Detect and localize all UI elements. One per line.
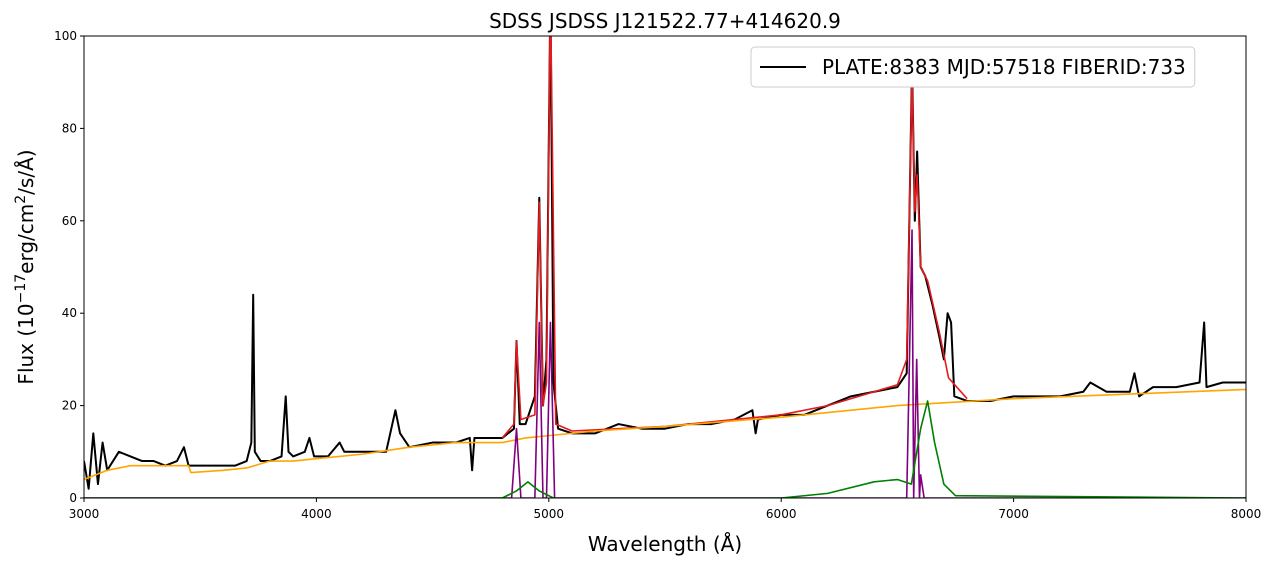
plot-area [84,36,1246,498]
legend: PLATE:8383 MJD:57518 FIBERID:733 [750,46,1196,88]
y-tick-label: 60 [62,214,77,228]
superscript: 2 [13,195,29,204]
series-line [84,229,1246,498]
series-line [84,388,1246,481]
series-line [501,36,968,439]
x-tick-label: 5000 [534,507,565,521]
legend-box [750,46,1196,88]
y-tick-label: 0 [69,491,77,505]
legend-label: PLATE:8383 MJD:57518 FIBERID:733 [822,55,1186,79]
series-line [84,400,1246,498]
y-tick-label: 40 [62,306,77,320]
y-tick-label: 20 [62,399,77,413]
y-tick-label: 100 [54,29,77,43]
y-tick-label: 80 [62,121,77,135]
x-axis-label: Wavelength (Å) [588,532,742,556]
label-part: Flux (10 [14,303,38,384]
axes-frame [83,35,1247,499]
x-tick-label: 8000 [1231,507,1262,521]
x-tick-label: 7000 [998,507,1029,521]
y-axis-label: Flux (10−17erg/cm2/s/Å) [13,149,38,384]
x-tick-label: 3000 [69,507,100,521]
x-tick-label: 4000 [301,507,332,521]
chart-title: SDSS JSDSS J121522.77+414620.9 [489,9,841,33]
label-part: /s/Å) [14,149,38,194]
x-tick-label: 6000 [766,507,797,521]
label-part: erg/cm [14,204,38,274]
superscript: −17 [13,274,29,304]
